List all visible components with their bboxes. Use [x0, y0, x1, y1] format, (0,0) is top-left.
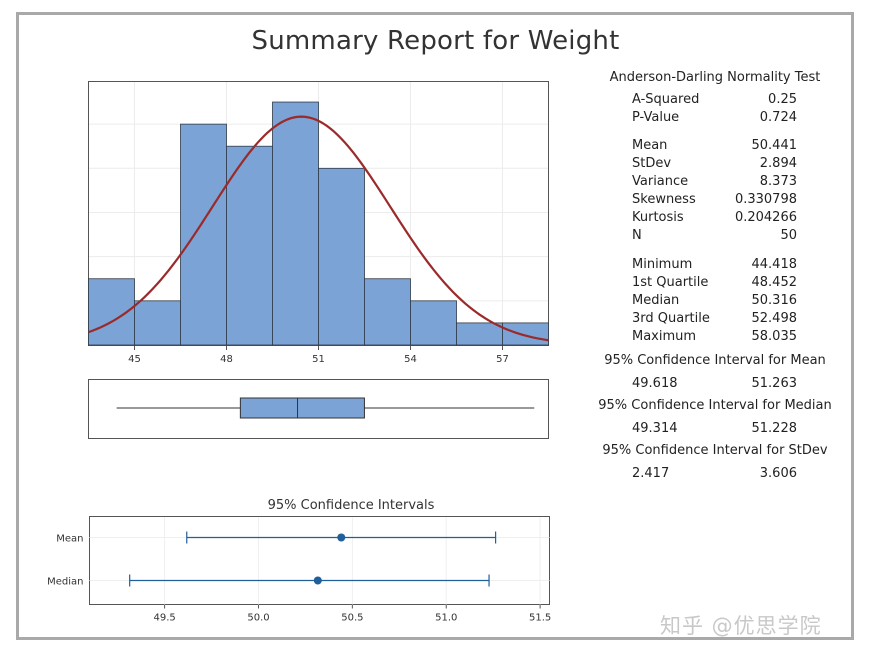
ci-row-label: Median [47, 577, 83, 588]
histogram-bar [410, 300, 457, 346]
stat-row: Skewness 0.330798 [632, 192, 797, 210]
stat-row: N 50 [632, 228, 797, 246]
ci-plot-area [89, 516, 550, 605]
ad-test-header: Anderson-Darling Normality Test [609, 70, 821, 85]
stat-label: StDev [632, 156, 672, 171]
stat-row: 1st Quartile 48.452 [632, 275, 797, 293]
stat-label: A-Squared [632, 92, 700, 107]
stat-value: 0.204266 [734, 210, 797, 225]
stat-value: 50 [780, 228, 797, 243]
histogram-tick-label: 57 [496, 354, 509, 365]
histogram-bar [318, 167, 365, 346]
normal-fit-curve [88, 115, 549, 342]
stat-value: 52.498 [751, 311, 798, 326]
ci-lower-value: 49.314 [632, 421, 678, 436]
stat-row: Median 50.316 [632, 293, 797, 311]
stat-value: 50.316 [751, 293, 798, 308]
histogram-tick-label: 51 [312, 354, 325, 365]
ci-header: 95% Confidence Interval for Median [598, 398, 832, 413]
ci-header: 95% Confidence Interval for StDev [602, 443, 828, 458]
ci-values-row: 49.618 51.263 [632, 376, 797, 394]
stat-row: 3rd Quartile 52.498 [632, 311, 797, 329]
ci-tick-label: 50.5 [341, 613, 363, 624]
stat-label: 1st Quartile [632, 275, 709, 290]
stat-row: StDev 2.894 [632, 156, 797, 174]
ci-header: 95% Confidence Interval for Mean [604, 353, 826, 368]
stat-value: 58.035 [751, 329, 798, 344]
report-title: Summary Report for Weight [251, 26, 620, 56]
stat-label: P-Value [632, 110, 680, 125]
histogram-chart: 45 48 51 54 57 [88, 81, 549, 365]
histogram-tick-label: 54 [404, 354, 417, 365]
ci-upper-value: 51.263 [751, 376, 798, 391]
stat-row: Variance 8.373 [632, 174, 797, 192]
stat-row: Kurtosis 0.204266 [632, 210, 797, 228]
stat-label: Kurtosis [632, 210, 684, 225]
stat-value: 44.418 [751, 257, 798, 272]
stat-label: Skewness [632, 192, 696, 207]
ci-estimate-point [337, 533, 346, 542]
ci-row-label: Mean [56, 534, 83, 545]
ci-chart-title: 95% Confidence Intervals [268, 498, 435, 513]
stat-row: P-Value 0.724 [632, 110, 797, 128]
ci-estimate-point [313, 576, 322, 585]
stat-label: Minimum [632, 257, 693, 272]
stat-label: Mean [632, 138, 668, 153]
stat-value: 48.452 [751, 275, 798, 290]
stat-label: 3rd Quartile [632, 311, 710, 326]
ci-tick-label: 49.5 [153, 613, 175, 624]
stat-value: 2.894 [759, 156, 797, 171]
histogram-bar [272, 101, 319, 346]
histogram-bar [134, 300, 181, 346]
stat-value: 0.724 [759, 110, 797, 125]
stat-row: Maximum 58.035 [632, 329, 797, 347]
histogram-bar [226, 145, 273, 346]
ci-tick-label: 50.0 [247, 613, 269, 624]
histogram-bar [456, 322, 503, 346]
stat-row: Mean 50.441 [632, 138, 797, 156]
histogram-bar [364, 278, 411, 346]
histogram-bar [502, 322, 549, 346]
ci-upper-value: 3.606 [759, 466, 797, 481]
ci-tick-label: 51.5 [529, 613, 551, 624]
ci-upper-value: 51.228 [751, 421, 798, 436]
stat-label: Median [632, 293, 680, 308]
boxplot-chart [88, 379, 549, 439]
stat-label: Variance [632, 174, 689, 189]
ci-lower-value: 2.417 [632, 466, 670, 481]
ci-values-row: 2.417 3.606 [632, 466, 797, 484]
stat-value: 8.373 [759, 174, 797, 189]
histogram-tick-label: 45 [128, 354, 141, 365]
stat-value: 0.330798 [734, 192, 797, 207]
stat-label: N [632, 228, 642, 243]
histogram-tick-label: 48 [220, 354, 233, 365]
stat-label: Maximum [632, 329, 697, 344]
watermark: 知乎 @优思学院 [660, 614, 822, 638]
ci-values-row: 49.314 51.228 [632, 421, 797, 439]
stat-row: A-Squared 0.25 [632, 92, 797, 110]
ci-tick-label: 51.0 [435, 613, 457, 624]
stat-row: Minimum 44.418 [632, 257, 797, 275]
histogram-bar [180, 123, 227, 346]
stat-value: 50.441 [751, 138, 798, 153]
boxplot-box [239, 397, 365, 419]
confidence-interval-chart: 95% Confidence Intervals Mean Median 49.5… [47, 498, 551, 624]
stat-value: 0.25 [768, 92, 797, 107]
ci-lower-value: 49.618 [632, 376, 678, 391]
